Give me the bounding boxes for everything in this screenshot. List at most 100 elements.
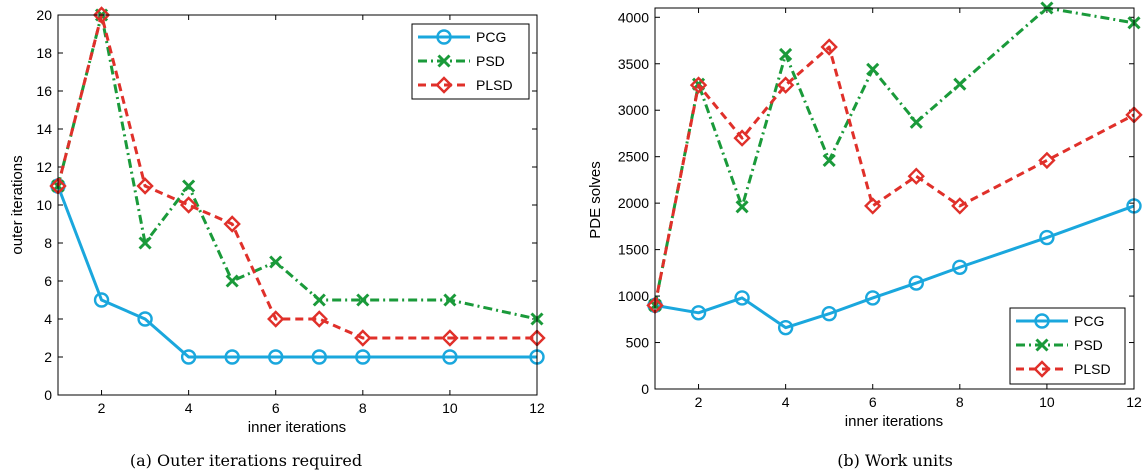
y-tick-label: 1000 [618, 288, 649, 304]
legend-marker [1034, 313, 1050, 329]
y-tick-label: 500 [626, 335, 650, 351]
data-point-plsd [689, 76, 708, 94]
data-point-psd [269, 255, 283, 269]
series-line-psd-b [653, 6, 1135, 306]
data-point-psd [735, 200, 749, 214]
data-point-plsd [951, 197, 969, 215]
x-axis-label-a: inner iterations [248, 419, 346, 436]
data-point-plsd [1038, 151, 1056, 170]
y-tick-label: 16 [36, 83, 52, 99]
chart-panel-b: 2 4 6 8 10 12 0 500 1000 1500 2000 2500 3000 3500 4000… [587, 1, 1143, 470]
y-axis-label-a: outer iterations [9, 155, 26, 254]
data-point-pcg [821, 306, 837, 322]
x-tick-label: 4 [185, 400, 193, 416]
x-tick-label: 2 [98, 400, 106, 416]
y-axis-label-b: PDE solves [587, 161, 604, 239]
y-tick-label: 2500 [618, 149, 649, 165]
y-tick-label: 4 [44, 311, 52, 327]
y-tick-label: 10 [36, 197, 52, 213]
legend-a: PCG PSD PLSD [411, 23, 530, 100]
data-point-psd [822, 153, 836, 167]
y-tick-label: 20 [36, 7, 52, 23]
chart-panel-a: 2 4 6 8 10 12 0 2 4 6 8 10 12 14 16 18 20 inner iteratio… [9, 6, 546, 470]
legend-b: PCG PSD PLSD [1009, 307, 1126, 385]
series-line-pcg-b [654, 204, 1135, 330]
x-tick-label: 2 [695, 394, 703, 410]
data-point-plsd [310, 310, 328, 328]
data-point-plsd [92, 6, 111, 24]
y-tick-label: 0 [44, 387, 52, 403]
data-point-plsd [907, 167, 925, 185]
series-line-pcg-a [56, 185, 537, 359]
data-point-psd [866, 62, 880, 76]
data-point-plsd [223, 215, 241, 233]
data-point-plsd [776, 76, 795, 94]
data-point-pcg [93, 292, 110, 308]
data-point-psd [779, 47, 793, 62]
data-point-plsd [441, 329, 459, 347]
data-point-pcg [908, 275, 924, 291]
legend-entry: PLSD [1074, 361, 1111, 377]
y-tick-label: 14 [36, 121, 52, 137]
y-tick-label: 4000 [618, 9, 649, 25]
series-line-plsd-b [653, 45, 1135, 306]
data-point-pcg [268, 349, 284, 365]
y-tick-label: 2 [44, 349, 52, 365]
data-point-plsd [733, 129, 751, 147]
y-tick-label: 12 [36, 159, 52, 175]
legend-entry: PCG [476, 29, 506, 45]
y-tick-label: 2000 [618, 195, 649, 211]
x-tick-label: 4 [782, 394, 790, 410]
legend-entry: PSD [1074, 337, 1103, 353]
data-point-plsd [179, 196, 198, 214]
data-point-plsd [267, 310, 285, 328]
data-point-plsd [820, 38, 838, 56]
data-point-psd [182, 179, 196, 193]
series-line-plsd-a [56, 13, 537, 340]
legend-entry: PLSD [476, 77, 513, 93]
data-point-pcg [1039, 229, 1055, 246]
data-point-pcg [777, 319, 794, 336]
data-point-pcg [865, 290, 881, 306]
data-point-pcg [952, 259, 968, 275]
data-point-pcg [137, 311, 153, 327]
caption-b: (b) Work units [837, 451, 953, 470]
y-tick-label: 8 [44, 235, 52, 251]
legend-marker [437, 54, 451, 68]
data-point-pcg [311, 349, 327, 365]
legend-marker [435, 76, 453, 94]
data-point-psd [443, 293, 457, 307]
data-point-psd [356, 293, 370, 307]
data-point-pcg [180, 349, 197, 365]
plot-frame-b [654, 7, 1135, 390]
y-tick-label: 1500 [618, 242, 649, 258]
x-tick-label: 8 [359, 400, 367, 416]
x-tick-label: 6 [272, 400, 280, 416]
x-tick-label: 12 [1126, 394, 1142, 410]
data-point-psd [909, 115, 923, 129]
x-tick-label: 6 [869, 394, 877, 410]
y-tick-label: 0 [641, 381, 649, 397]
data-point-psd [953, 77, 967, 91]
data-point-psd [138, 236, 152, 250]
caption-a: (a) Outer iterations required [130, 451, 362, 470]
x-tick-label: 8 [956, 394, 964, 410]
x-tick-label: 12 [529, 400, 545, 416]
y-tick-label: 3000 [618, 102, 649, 118]
data-point-psd [225, 274, 239, 288]
data-point-psd [312, 293, 326, 307]
legend-marker [1033, 360, 1051, 378]
legend-marker [436, 29, 452, 45]
x-axis-label-b: inner iterations [845, 413, 943, 430]
data-point-pcg [355, 349, 371, 365]
legend-marker [1035, 338, 1049, 352]
data-point-pcg [690, 305, 707, 321]
x-tick-label: 10 [442, 400, 458, 416]
data-point-plsd [136, 177, 154, 195]
data-point-pcg [442, 349, 458, 365]
y-tick-label: 3500 [618, 56, 649, 72]
data-point-plsd [354, 329, 372, 347]
y-tick-label: 6 [44, 273, 52, 289]
data-point-pcg [224, 349, 240, 365]
